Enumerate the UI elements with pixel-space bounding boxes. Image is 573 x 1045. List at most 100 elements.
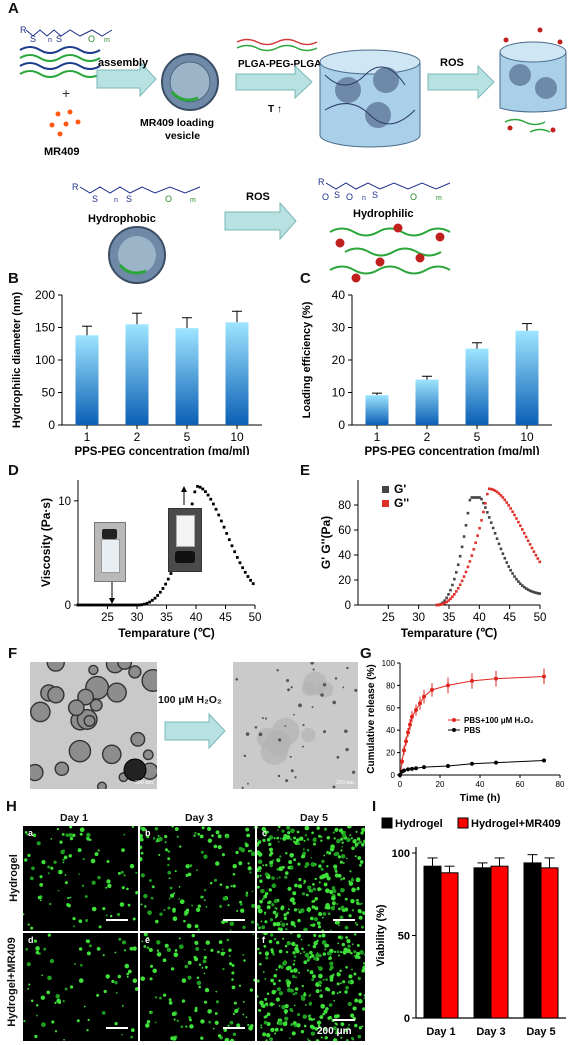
x-tick-label: 25 [382, 612, 395, 624]
legend-label: PBS+100 μM H₂O₂ [464, 716, 534, 725]
y-tick-label: 0 [391, 771, 396, 780]
legend-label: Hydrogel [395, 818, 443, 830]
data-point-gprime [474, 496, 477, 499]
fluor-image-e: e [140, 933, 255, 1041]
bar-hydrogel [473, 867, 492, 1019]
data-point [113, 603, 117, 607]
data-point-gprime [517, 580, 520, 583]
data-point-gdoubleprime [507, 504, 510, 507]
y-tick-label: 200 [35, 288, 55, 302]
data-point [542, 758, 546, 763]
vesicle-label-2: vesicle [165, 130, 200, 142]
panel-label-h: H [6, 798, 17, 815]
data-point [142, 602, 146, 606]
data-point [148, 600, 152, 604]
pps-peg-structure-top: R S S n O m [20, 25, 113, 44]
data-point-gdoubleprime [441, 602, 444, 606]
data-point [97, 603, 101, 607]
data-point [100, 603, 104, 607]
x-tick-label: 50 [249, 612, 262, 624]
y-tick-label: 100 [382, 659, 396, 668]
chart-d: 25 30 35 40 45 50 0 10 Temparature (℃) Viscosity … [39, 480, 262, 640]
y-axis-label: Hydrophilic diameter (nm) [11, 292, 23, 429]
data-point-gdoubleprime [462, 575, 466, 578]
data-point [156, 594, 160, 597]
data-point [238, 561, 242, 565]
data-point [150, 598, 154, 602]
y-tick-label: 20 [332, 353, 346, 367]
x-tick-label: 2 [134, 430, 141, 444]
data-point [233, 550, 237, 554]
fluor-image-d: d [23, 933, 138, 1041]
data-point-gdoubleprime [466, 565, 470, 569]
panel-label-a: A [8, 0, 19, 17]
data-point-gprime [456, 563, 460, 567]
data-point-gdoubleprime [491, 488, 495, 492]
svg-text:R: R [72, 182, 79, 192]
data-point-gdoubleprime [528, 543, 532, 546]
data-point [209, 497, 213, 501]
released-chains [329, 223, 451, 283]
data-point [214, 507, 218, 511]
data-point-gprime [451, 583, 454, 587]
bar-2 [125, 324, 149, 425]
data-point [76, 603, 80, 607]
plga-label: PLGA-PEG-PLGA [238, 59, 321, 70]
x-tick-label: 1 [374, 430, 381, 444]
vial-photo-gel [168, 508, 202, 572]
x-tick-label: 25 [101, 612, 114, 624]
chart-i: 0 50 100 Day 1 Day 3 Day 5 Hydrogel Hydrogel+MR… [375, 817, 566, 1038]
y-tick-label: 0 [404, 1013, 410, 1025]
data-point-gdoubleprime [505, 501, 509, 504]
data-point-gprime [519, 582, 522, 586]
data-point-gprime [534, 591, 538, 595]
data-point-gdoubleprime [480, 519, 483, 522]
legend-label: Hydrogel+MR409 [471, 818, 561, 830]
data-point-gprime [484, 506, 487, 509]
data-point-gdoubleprime [472, 548, 476, 551]
data-point-gprime [530, 590, 534, 593]
data-point [153, 596, 157, 600]
data-point-gdoubleprime [476, 534, 479, 537]
data-point-gdoubleprime [487, 487, 491, 491]
y-tick-label: 0 [65, 600, 71, 612]
data-point-gdoubleprime [495, 490, 499, 494]
data-point [422, 765, 426, 770]
data-point [127, 603, 130, 607]
y-tick-label: 0 [48, 418, 55, 432]
data-point-gprime [505, 561, 509, 564]
x-tick-label: 45 [503, 612, 516, 624]
panel-label-c: C [300, 270, 311, 287]
data-point-gprime [443, 599, 446, 602]
data-point [410, 766, 414, 771]
data-point [105, 603, 109, 607]
data-point-gdoubleprime [443, 601, 446, 605]
data-point-gprime [480, 497, 483, 501]
h-col-day5: Day 5 [300, 812, 329, 824]
hydrogel-cylinder-2 [499, 27, 567, 133]
data-point-gprime [524, 587, 528, 590]
legend-marker [457, 817, 469, 829]
y-axis-label: G' G''(Pa) [319, 516, 333, 569]
x-tick-label: 40 [190, 612, 203, 624]
data-point [408, 722, 412, 727]
data-point-gprime [472, 496, 476, 499]
data-point [406, 730, 410, 735]
fluor-image-a: a [23, 826, 138, 931]
data-point [116, 603, 120, 607]
legend-marker [382, 500, 389, 507]
panel-label-e: E [300, 462, 311, 479]
y-tick-label: 40 [386, 726, 395, 735]
ros-arrow-2 [224, 201, 297, 241]
data-point [111, 603, 114, 607]
data-point-gdoubleprime [489, 487, 493, 491]
data-point-gprime [478, 496, 481, 499]
y-tick-label: 60 [386, 704, 395, 713]
data-point [494, 676, 498, 681]
y-tick-label: 0 [338, 418, 345, 432]
legend-marker [382, 486, 389, 493]
x-axis-label: Time (h) [460, 792, 501, 804]
data-point [81, 603, 85, 607]
data-point-gdoubleprime [493, 489, 497, 492]
data-point-gdoubleprime [526, 539, 530, 542]
